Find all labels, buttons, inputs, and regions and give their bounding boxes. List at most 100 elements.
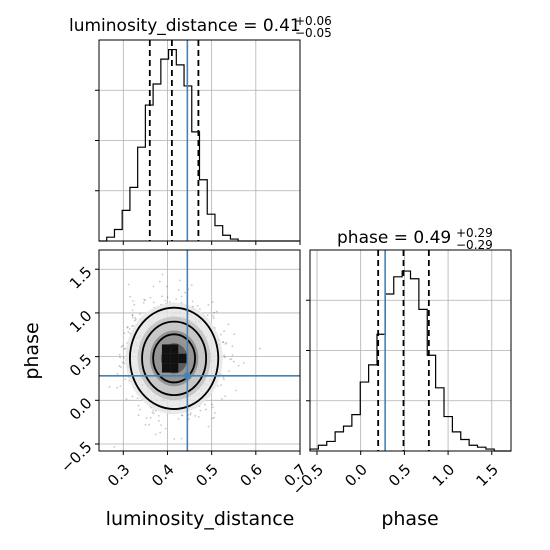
contour-line	[129, 306, 220, 410]
sample-point	[120, 345, 123, 348]
sample-point	[126, 325, 129, 328]
sample-point	[180, 437, 183, 440]
ylabel-phase: phase	[21, 322, 43, 379]
sample-point	[133, 303, 136, 306]
sample-point	[148, 423, 150, 426]
sample-point	[116, 386, 119, 389]
x-tick-label: 1.0	[429, 461, 459, 491]
sample-point	[132, 324, 135, 327]
sample-point	[230, 357, 233, 360]
sample-point	[129, 295, 132, 298]
sample-point	[224, 342, 227, 345]
sample-point	[126, 326, 129, 329]
sample-point	[196, 304, 199, 307]
sample-point	[211, 301, 214, 304]
contour-line	[141, 320, 208, 397]
sample-point	[160, 424, 163, 427]
y-tick-label: 0.5	[66, 350, 96, 380]
sample-point	[159, 431, 162, 434]
sample-point	[207, 425, 210, 428]
sample-point	[124, 378, 127, 381]
density-core-cell	[170, 344, 179, 354]
title-luminosity-distance-sub: −0.05	[295, 26, 332, 40]
sample-point	[144, 299, 147, 301]
sample-point	[229, 358, 232, 361]
sample-point	[227, 323, 230, 326]
sample-point	[213, 416, 216, 419]
sample-point	[233, 333, 236, 336]
sample-point	[123, 332, 126, 335]
sample-point	[223, 330, 226, 333]
sample-point	[149, 296, 152, 299]
sample-point	[212, 317, 215, 320]
sample-point	[119, 366, 122, 369]
density-core-cell	[170, 363, 179, 373]
sample-point	[223, 354, 226, 357]
sample-point	[131, 395, 134, 398]
histogram-step	[309, 270, 511, 452]
sample-point	[119, 385, 122, 387]
panel-frame	[98, 249, 301, 452]
sample-point	[143, 298, 146, 301]
sample-point	[220, 333, 222, 336]
sample-point	[118, 365, 121, 367]
sample-point	[223, 378, 225, 381]
sample-point	[179, 279, 181, 282]
x-tick-label: 0.6	[236, 461, 266, 491]
sample-point	[215, 310, 218, 313]
sample-point	[158, 420, 160, 422]
sample-point	[131, 314, 134, 316]
sample-point	[212, 315, 215, 317]
sample-point	[180, 295, 183, 298]
sample-point	[164, 427, 167, 430]
sample-point	[131, 309, 134, 312]
sample-point	[190, 284, 193, 287]
truth-marker	[184, 372, 191, 379]
sample-point	[121, 361, 124, 364]
sample-point	[221, 397, 223, 400]
sample-point	[199, 308, 201, 311]
x-tick-label: 1.5	[472, 461, 502, 491]
title-luminosity-distance-sup: +0.06	[295, 14, 332, 28]
density-core-cell	[161, 363, 171, 373]
sample-point	[158, 280, 161, 283]
sample-point	[211, 403, 214, 406]
sample-point	[108, 385, 111, 388]
y-tick-label: 1.5	[66, 263, 96, 293]
sample-point	[166, 296, 169, 299]
sample-point	[132, 316, 134, 319]
sample-point	[157, 414, 160, 417]
histogram-step	[99, 48, 300, 242]
contour-line	[152, 333, 196, 384]
sample-point	[197, 415, 200, 418]
sample-point	[139, 313, 142, 316]
sample-point	[231, 345, 234, 348]
density-panel: 0.3 0.4 0.5 0.6 0.7−0.50.00.51.01.5	[57, 249, 310, 491]
title-luminosity-distance: luminosity_distance = 0.41	[69, 16, 301, 36]
sample-point	[225, 341, 228, 344]
sample-point	[242, 361, 245, 364]
sample-point	[211, 417, 214, 420]
sample-point	[165, 285, 168, 288]
sample-point	[213, 412, 216, 414]
density-core-cell	[161, 344, 171, 354]
sample-point	[118, 353, 121, 356]
sample-point	[231, 354, 234, 356]
sample-point	[181, 414, 184, 417]
sample-point	[144, 423, 147, 426]
sample-point	[184, 291, 187, 294]
sample-point	[137, 414, 140, 417]
histogram-phase: −0.5 0.0 0.5 1.0 1.5	[289, 249, 512, 499]
sample-point	[175, 298, 178, 301]
sample-point	[177, 418, 180, 420]
sample-point	[220, 384, 223, 386]
sample-point	[207, 303, 210, 306]
sample-point	[154, 433, 157, 436]
sample-point	[191, 300, 194, 303]
sample-point	[237, 364, 240, 367]
sample-point	[122, 357, 125, 360]
xlabel-luminosity-distance: luminosity_distance	[106, 508, 295, 530]
sample-point	[259, 347, 261, 350]
sample-point	[116, 373, 119, 375]
sample-point	[151, 411, 154, 414]
